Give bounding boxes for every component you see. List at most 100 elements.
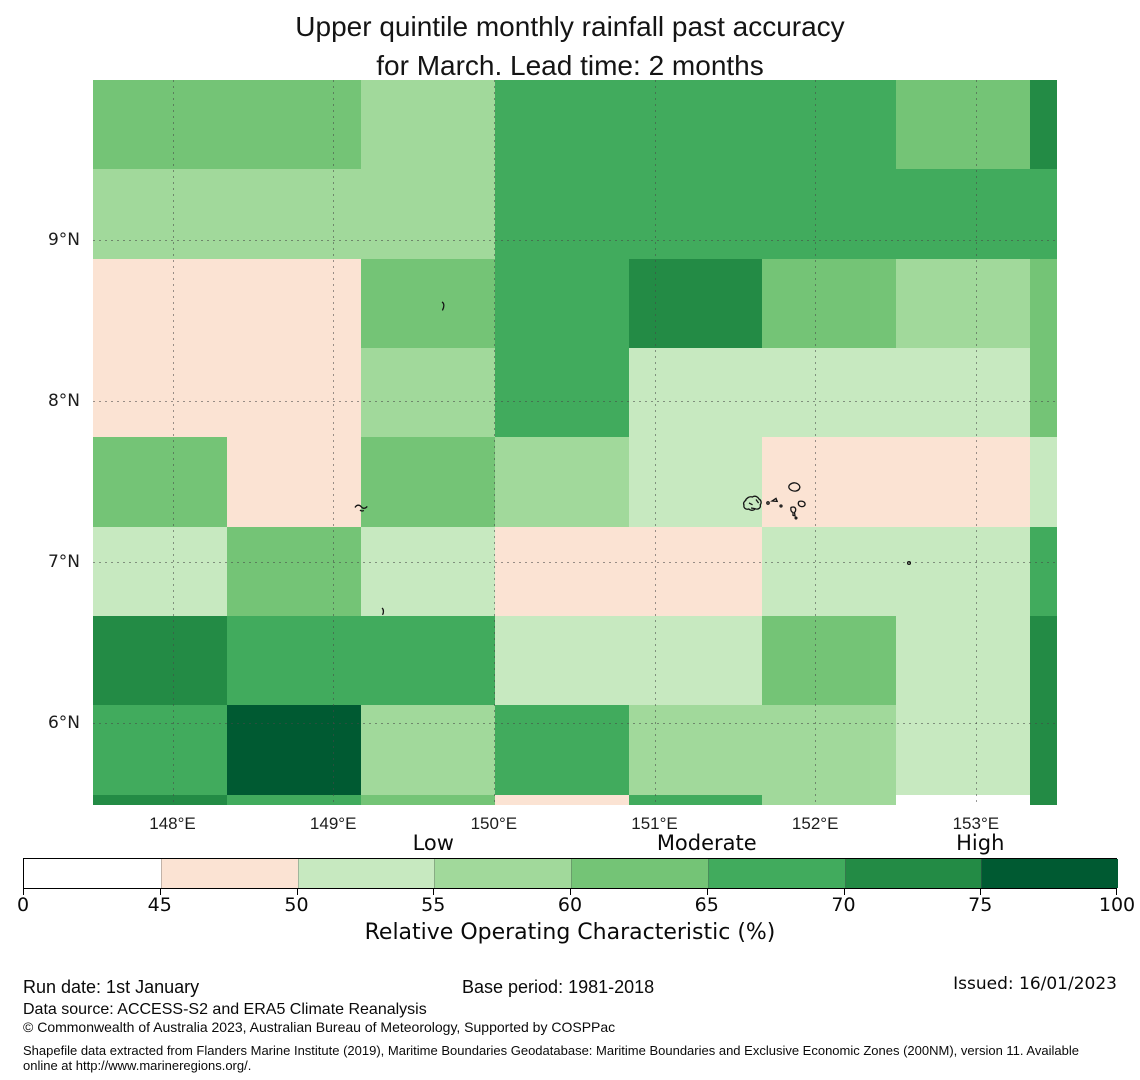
map-cell bbox=[628, 526, 763, 617]
map-cell bbox=[360, 615, 496, 706]
graticule-meridian bbox=[493, 80, 495, 805]
map-cell bbox=[896, 169, 1031, 260]
colorbar-bin bbox=[571, 859, 708, 888]
map-panel bbox=[93, 80, 1058, 806]
graticule-parallel bbox=[93, 401, 1057, 403]
map-cell bbox=[628, 615, 763, 706]
map-cell bbox=[360, 347, 496, 438]
x-tick-label: 150°E bbox=[470, 814, 518, 833]
map-cell bbox=[1030, 794, 1058, 806]
map-cell bbox=[762, 526, 897, 617]
map-cell bbox=[494, 794, 629, 806]
map-cell bbox=[762, 437, 897, 528]
map-cell bbox=[226, 794, 362, 806]
colorbar-tick-label: 75 bbox=[968, 894, 993, 916]
map-cell bbox=[1030, 615, 1058, 706]
map-cell bbox=[896, 258, 1031, 349]
map-cell bbox=[628, 80, 763, 170]
map-cell bbox=[896, 615, 1031, 706]
map-cell bbox=[494, 526, 629, 617]
colorbar-axis-label: Relative Operating Characteristic (%) bbox=[364, 920, 776, 945]
map-cell bbox=[494, 80, 629, 170]
map-cell bbox=[93, 258, 228, 349]
colorbar-bin bbox=[707, 859, 845, 888]
x-tick-label: 153°E bbox=[952, 814, 1000, 833]
graticule-meridian bbox=[815, 80, 817, 805]
map-cell bbox=[896, 347, 1031, 438]
map-cell bbox=[93, 705, 228, 796]
copyright-text: © Commonwealth of Australia 2023, Austra… bbox=[23, 1019, 616, 1035]
map-cell bbox=[494, 705, 629, 796]
base-period-text: Base period: 1981-2018 bbox=[462, 977, 655, 997]
map-cell bbox=[1030, 347, 1058, 438]
map-cell bbox=[896, 80, 1031, 170]
map-cell bbox=[226, 80, 362, 170]
map-cell bbox=[93, 347, 228, 438]
map-cell bbox=[1030, 169, 1058, 260]
map-cell bbox=[93, 437, 228, 528]
map-cell bbox=[226, 258, 362, 349]
map-cell bbox=[762, 169, 897, 260]
map-cell bbox=[93, 615, 228, 706]
map-cell bbox=[226, 526, 362, 617]
colorbar-tick-label: 50 bbox=[284, 894, 309, 916]
map-cell bbox=[360, 526, 496, 617]
map-cell bbox=[762, 80, 897, 170]
colorbar-tick-label: 45 bbox=[147, 894, 172, 916]
map-cell bbox=[494, 615, 629, 706]
map-cell bbox=[226, 347, 362, 438]
map-cell bbox=[93, 169, 228, 260]
run-date-text: Run date: 1st January bbox=[23, 977, 200, 997]
map-cell bbox=[762, 615, 897, 706]
map-cell bbox=[896, 794, 1031, 806]
map-cell bbox=[1030, 258, 1058, 349]
colorbar bbox=[23, 858, 1118, 889]
graticule-meridian bbox=[654, 80, 656, 805]
map-cell bbox=[226, 705, 362, 796]
graticule-parallel bbox=[93, 722, 1057, 724]
x-tick-label: 149°E bbox=[309, 814, 357, 833]
map-cell bbox=[226, 169, 362, 260]
colorbar-tick-label: 100 bbox=[1098, 894, 1136, 916]
map-cell bbox=[896, 705, 1031, 796]
map-cell bbox=[1030, 80, 1058, 170]
colorbar-tick bbox=[570, 889, 571, 895]
figure-title-line1: Upper quintile monthly rainfall past acc… bbox=[295, 11, 845, 42]
x-tick-label: 151°E bbox=[631, 814, 678, 833]
map-cell bbox=[360, 794, 496, 806]
map-cell bbox=[360, 80, 496, 170]
y-tick-label: 9°N bbox=[47, 230, 80, 251]
map-cell bbox=[628, 705, 763, 796]
graticule-meridian bbox=[172, 80, 174, 805]
colorbar-tick-label: 60 bbox=[557, 894, 583, 916]
graticule-parallel bbox=[93, 240, 1057, 242]
x-tick-label: 148°E bbox=[149, 814, 196, 833]
map-cell bbox=[628, 169, 763, 260]
x-tick-label: 152°E bbox=[791, 814, 839, 833]
graticule-parallel bbox=[93, 561, 1057, 563]
colorbar-bin bbox=[24, 859, 161, 888]
colorbar-tick bbox=[433, 889, 435, 895]
map-cell bbox=[762, 705, 897, 796]
map-cell bbox=[762, 347, 897, 438]
colorbar-tick bbox=[159, 889, 161, 895]
y-tick-label: 7°N bbox=[47, 551, 80, 572]
map-cell bbox=[628, 258, 763, 349]
issued-date-text: Issued: 16/01/2023 bbox=[953, 974, 1117, 994]
colorbar-tick bbox=[296, 889, 298, 895]
shapefile-attribution-line2: online at http://www.marineregions.org/. bbox=[23, 1058, 252, 1073]
map-cell bbox=[93, 526, 228, 617]
colorbar-bin bbox=[844, 859, 982, 888]
colorbar-tick bbox=[23, 889, 24, 895]
map-cell bbox=[628, 794, 763, 806]
map-cell bbox=[896, 437, 1031, 528]
map-cell bbox=[1030, 437, 1058, 528]
map-cell bbox=[1030, 705, 1058, 796]
map-cell bbox=[494, 347, 629, 438]
graticule-meridian bbox=[975, 80, 977, 805]
colorbar-tick bbox=[1116, 889, 1117, 895]
colorbar-tick bbox=[706, 889, 708, 895]
colorbar-bin bbox=[981, 859, 1118, 888]
colorbar-bin bbox=[434, 859, 571, 888]
map-cell bbox=[360, 258, 496, 349]
